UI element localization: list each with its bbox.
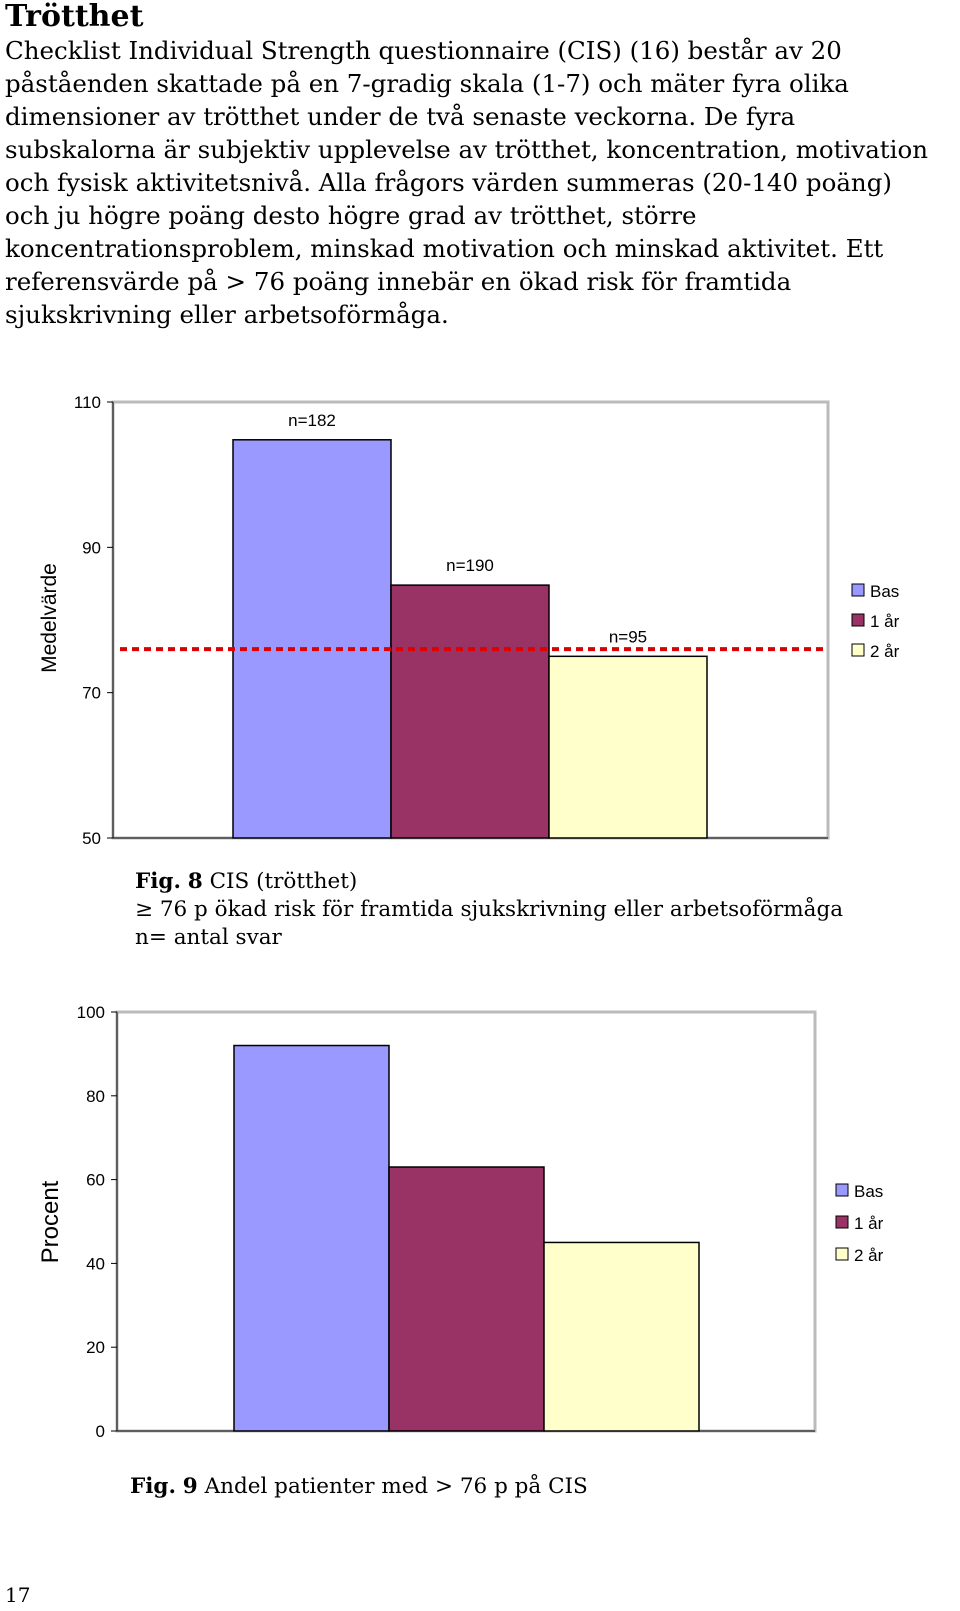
y-tick-label: 70	[82, 684, 101, 703]
paragraph-line: subskalorna är subjektiv upplevelse av t…	[5, 135, 929, 164]
y-tick-label: 80	[86, 1087, 105, 1106]
bar-ar1	[388, 1166, 545, 1432]
y-axis-title: Medelvärde	[38, 563, 61, 673]
paragraph-line: påståenden skattade på en 7-gradig skala…	[5, 69, 849, 98]
body-paragraph: Checklist Individual Strength questionna…	[5, 34, 955, 331]
y-tick-label: 50	[82, 829, 101, 848]
chart-fig9: 0 20 40 60 80 100 Procent Bas 1 år 2 år	[37, 1003, 884, 1441]
legend-label: 1 år	[854, 1214, 884, 1233]
legend-swatch-ar2	[851, 643, 865, 657]
y-tick-label: 0	[96, 1422, 105, 1441]
y-tick-label: 20	[86, 1338, 105, 1357]
fig8-line2: ≥ 76 p ökad risk för framtida sjukskrivn…	[135, 897, 844, 922]
paragraph-line: dimensioner av trötthet under de två sen…	[5, 102, 796, 131]
legend-swatch-ar1	[835, 1215, 849, 1229]
y-tick-label: 100	[77, 1003, 105, 1022]
fig8-line3: n= antal svar	[135, 925, 282, 950]
page-number: 17	[5, 1583, 31, 1607]
bar-data-label: n=95	[609, 627, 647, 646]
paragraph-line: och fysisk aktivitetsnivå. Alla frågors …	[5, 168, 892, 197]
legend-label: Bas	[854, 1182, 883, 1201]
legend-swatch-ar1	[851, 613, 865, 627]
y-tick-label: 60	[86, 1171, 105, 1190]
paragraph-line: sjukskrivning eller arbetsoförmåga.	[5, 300, 449, 329]
section-heading: Trötthet	[5, 0, 144, 34]
fig9-label: Fig.	[130, 1474, 176, 1499]
paragraph-line: koncentrationsproblem, minskad motivatio…	[5, 234, 884, 263]
y-tick-label: 110	[74, 393, 101, 412]
y-tick-label: 40	[86, 1254, 105, 1273]
fig8-title: CIS (trötthet)	[209, 869, 358, 894]
legend-label: 1 år	[870, 612, 900, 631]
fig8-number: 8	[187, 869, 203, 894]
y-axis-title: Procent	[37, 1180, 64, 1263]
fig8-label: Fig.	[135, 869, 181, 894]
legend-swatch-ar2	[835, 1247, 849, 1261]
fig9-caption: Fig. 9 Andel patienter med > 76 p på CIS	[130, 1473, 588, 1501]
legend-label: 2 år	[870, 642, 900, 661]
fig8-caption: Fig. 8 CIS (trötthet) ≥ 76 p ökad risk f…	[135, 868, 843, 952]
bar-data-label: n=190	[446, 556, 494, 575]
y-tick-label: 90	[82, 538, 101, 557]
paragraph-line: och ju högre poäng desto högre grad av t…	[5, 201, 697, 230]
fig9-number: 9	[182, 1474, 198, 1499]
bar-bas	[233, 1044, 390, 1432]
chart-fig8: 50 70 90 110 Medelvärde n=182 n=190 n=95 Bas 1 år…	[38, 393, 900, 848]
paragraph-line: Checklist Individual Strength questionna…	[5, 36, 842, 65]
bar-data-label: n=182	[288, 411, 336, 430]
legend-label: Bas	[870, 582, 899, 601]
legend-swatch-bas	[851, 583, 865, 597]
bar-ar2	[548, 655, 708, 839]
bar-ar2	[543, 1241, 700, 1432]
legend-label: 2 år	[854, 1246, 884, 1265]
bar-ar1	[390, 584, 550, 839]
legend-swatch-bas	[835, 1183, 849, 1197]
paragraph-line: referensvärde på > 76 poäng innebär en ö…	[5, 267, 792, 296]
fig9-title: Andel patienter med > 76 p på CIS	[204, 1474, 588, 1499]
bar-bas	[232, 439, 392, 839]
